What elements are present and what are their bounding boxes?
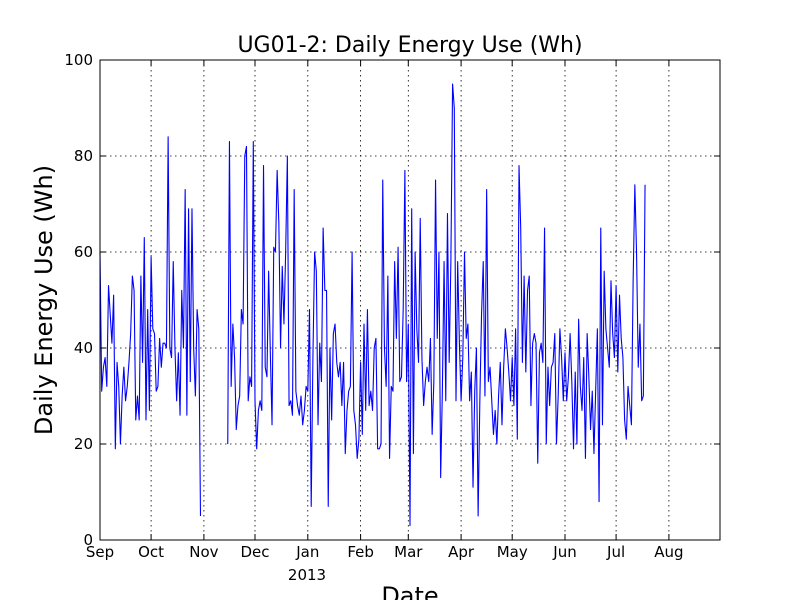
- x-tick-label: Jul: [606, 543, 625, 561]
- y-tick-label: 60: [74, 243, 93, 261]
- x-tick-label: Oct: [138, 543, 164, 561]
- x-tick-label: Feb: [347, 543, 374, 561]
- y-tick-label: 20: [74, 435, 93, 453]
- y-tick-label: 40: [74, 339, 93, 357]
- grid: [100, 60, 720, 540]
- year-label: 2013: [288, 566, 326, 584]
- x-tick-label: Aug: [654, 543, 683, 561]
- series-layer: [99, 83, 646, 527]
- x-tick-label: Apr: [448, 543, 475, 561]
- x-tick-label: Dec: [240, 543, 269, 561]
- y-tick-label: 100: [64, 51, 93, 69]
- x-tick-label: Sep: [86, 543, 114, 561]
- y-tick-label: 0: [83, 531, 93, 549]
- plot-frame: [99, 59, 721, 541]
- x-axis-label: Date: [381, 582, 438, 600]
- x-tick-label: May: [497, 543, 528, 561]
- y-tick-label: 80: [74, 147, 93, 165]
- x-tick-label: Jun: [552, 543, 576, 561]
- x-tick-label: Mar: [394, 543, 423, 561]
- x-tick-label: Nov: [189, 543, 218, 561]
- y-axis-label: Daily Energy Use (Wh): [30, 165, 58, 435]
- ticks: [99, 59, 720, 541]
- tick-labels: 0 20 40 60 80 100 Sep Oct Nov Dec Jan Feb Mar Apr May J…: [64, 51, 683, 561]
- chart-title: UG01-2: Daily Energy Use (Wh): [237, 33, 582, 58]
- x-tick-label: Jan: [295, 543, 319, 561]
- series-line-0: [99, 83, 646, 527]
